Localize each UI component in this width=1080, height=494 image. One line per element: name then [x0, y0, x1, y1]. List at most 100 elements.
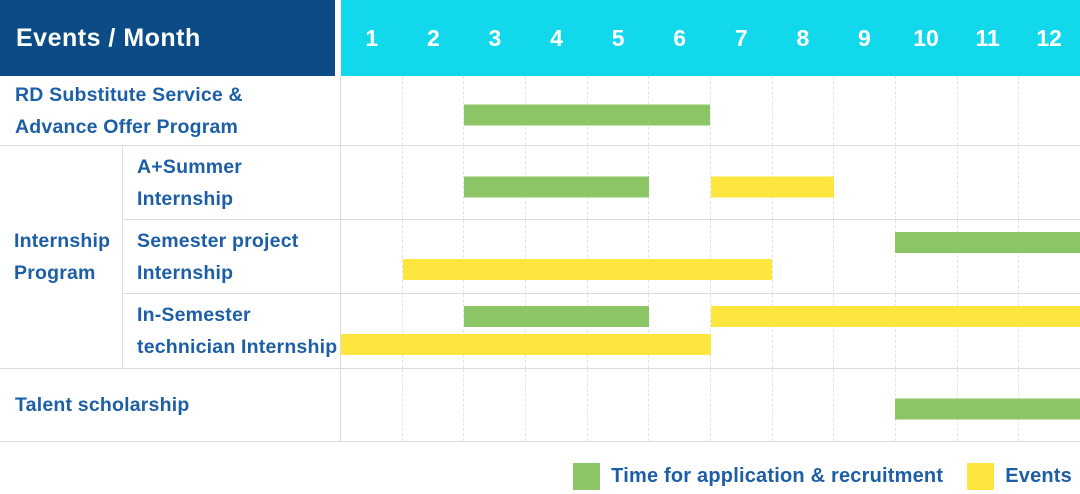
- legend: Time for application & recruitment Event…: [0, 463, 1080, 490]
- month-cell: [834, 76, 897, 145]
- month-label: 12: [1036, 24, 1062, 51]
- month-cell: [649, 220, 712, 293]
- month-cell: [711, 76, 773, 145]
- month-cell: [711, 220, 773, 293]
- row-label-line: Internship: [137, 187, 234, 210]
- month-cell: [958, 76, 1020, 145]
- month-cell: [341, 76, 403, 145]
- month-cell: [711, 369, 773, 441]
- month-cell: [773, 369, 835, 441]
- month-cell: [588, 369, 650, 441]
- month-cell: [526, 294, 588, 368]
- internship-subrows: A+Summer Internship Semester project Int…: [123, 146, 1080, 368]
- legend-item-application-recruitment: Time for application & recruitment: [573, 463, 943, 490]
- month-cell: [403, 220, 465, 293]
- month-cell: [896, 76, 958, 145]
- month-cell: [896, 146, 958, 219]
- row-label-rd: RD Substitute Service & Advance Offer Pr…: [0, 76, 341, 145]
- month-label: 5: [611, 24, 625, 51]
- month-cell: [1019, 146, 1080, 219]
- row-label-talent-scholarship: Talent scholarship: [0, 369, 341, 441]
- month-cell: [1019, 220, 1080, 293]
- month-gridlines: [341, 76, 1080, 145]
- month-cell: [526, 369, 588, 441]
- legend-yellow-swatch-icon: [967, 463, 995, 490]
- gantt-bar-yellow: [341, 334, 711, 355]
- legend-label: Events: [1005, 465, 1072, 487]
- month-cell: [834, 220, 897, 293]
- month-cell: [341, 294, 403, 368]
- month-cell: [464, 294, 527, 368]
- group-label-internship-program: Internship Program: [0, 146, 123, 368]
- month-cell: [464, 369, 527, 441]
- chart-area-semester-project: [341, 220, 1080, 293]
- gantt-bar-green: [464, 104, 711, 125]
- row-in-semester-technician: In-Semester technician Internship: [123, 294, 1080, 368]
- chart-area-in-semester-technician: [341, 294, 1080, 368]
- month-label: 9: [858, 24, 871, 51]
- month-cell: [1019, 76, 1080, 145]
- row-talent-scholarship: Talent scholarship: [0, 369, 1080, 442]
- month-label: 1: [365, 24, 379, 51]
- gantt-bar-green: [895, 232, 1080, 253]
- month-label: 10: [913, 24, 939, 51]
- month-cell: [773, 146, 835, 219]
- gantt-bar-yellow: [710, 306, 1080, 327]
- row-label-line: Advance Offer Program: [15, 115, 239, 138]
- month-cell: [588, 220, 650, 293]
- group-label-line: Program: [14, 262, 96, 284]
- row-label-a-plus-summer: A+Summer Internship: [123, 146, 341, 219]
- month-cell: [958, 220, 1020, 293]
- row-label-line: Semester project: [137, 229, 299, 252]
- month-cell: [341, 220, 403, 293]
- gantt-bar-yellow: [710, 176, 834, 197]
- month-cell: [896, 294, 958, 368]
- month-cell: [403, 146, 465, 219]
- month-header: 1 2 3 4 5 6 7 8 9 10 11 12: [341, 0, 1080, 76]
- internship-program-group: Internship Program A+Summer Internship S…: [0, 146, 1080, 369]
- header-row: Events / Month 1 2 3 4 5 6 7 8 9 10 11 12: [0, 0, 1080, 76]
- row-label-in-semester-technician: In-Semester technician Internship: [123, 294, 341, 368]
- gantt-table: Events / Month 1 2 3 4 5 6 7 8 9 10 11 12 RD Substi…: [0, 0, 1080, 442]
- month-label: 8: [796, 24, 810, 51]
- gantt-bar-green: [464, 176, 649, 197]
- month-cell: [649, 369, 712, 441]
- month-cell: [773, 294, 835, 368]
- month-label: 3: [488, 24, 502, 51]
- row-label-semester-project: Semester project Internship: [123, 220, 341, 293]
- month-label: 7: [734, 24, 748, 51]
- row-a-plus-summer: A+Summer Internship: [123, 146, 1080, 220]
- month-label: 4: [550, 24, 563, 51]
- month-cell: [958, 294, 1020, 368]
- month-cell: [403, 369, 465, 441]
- row-label-line: Internship: [137, 261, 234, 284]
- month-cell: [341, 369, 403, 441]
- month-cell: [464, 220, 527, 293]
- month-cell: [958, 146, 1020, 219]
- month-cell: [711, 294, 773, 368]
- month-cell: [588, 294, 650, 368]
- chart-area-rd: [341, 76, 1080, 145]
- row-label-line: In-Semester: [137, 304, 251, 326]
- row-semester-project: Semester project Internship: [123, 220, 1080, 294]
- legend-green-swatch-icon: [573, 463, 601, 490]
- row-label-line: technician Internship: [137, 336, 338, 358]
- month-cell: [834, 369, 897, 441]
- month-label: 6: [673, 24, 687, 51]
- row-label-line: A+Summer: [137, 155, 243, 178]
- chart-area-a-plus-summer: [341, 146, 1080, 219]
- header-title: Events / Month: [0, 0, 341, 76]
- chart-area-talent-scholarship: [341, 369, 1080, 441]
- month-cell: [403, 76, 465, 145]
- month-cell: [649, 146, 712, 219]
- month-label: 11: [975, 24, 1000, 51]
- month-gridlines: [341, 294, 1080, 368]
- month-label: 2: [426, 24, 440, 51]
- row-label-line: RD Substitute Service &: [15, 83, 243, 106]
- gantt-bar-green: [895, 398, 1080, 420]
- group-label-line: Internship: [14, 230, 111, 252]
- gantt-bar-yellow: [402, 259, 773, 280]
- month-cell: [341, 146, 403, 219]
- month-cell: [773, 220, 835, 293]
